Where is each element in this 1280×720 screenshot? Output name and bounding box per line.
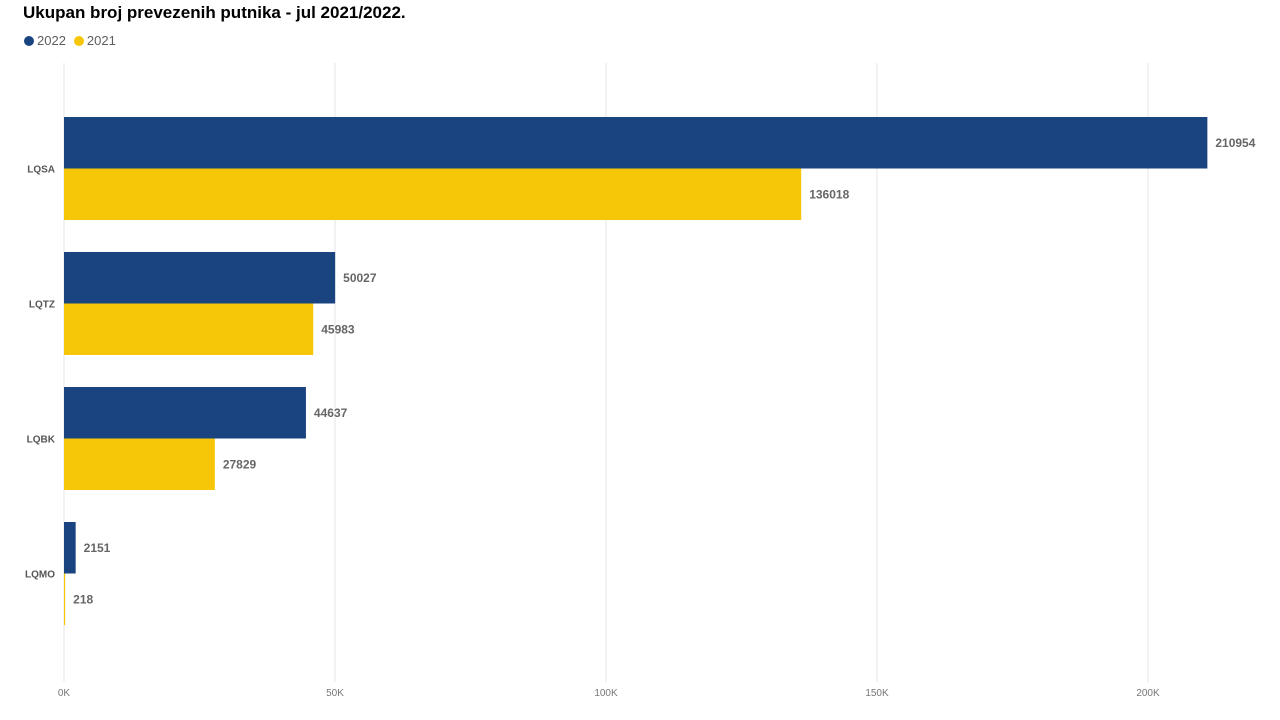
bar-2021-lqsa[interactable] <box>64 168 802 221</box>
category-label: LQSA <box>27 165 55 176</box>
legend: 2022 2021 <box>24 33 124 48</box>
bar-2022-lqtz[interactable] <box>64 252 336 304</box>
legend-marker-2021 <box>73 35 84 46</box>
legend-marker-2022 <box>24 35 34 46</box>
data-label: 136018 <box>809 187 849 201</box>
category-label: LQTZ <box>29 300 55 311</box>
bar-2021-lqtz[interactable] <box>64 303 314 356</box>
x-tick-label: 0K <box>58 688 71 699</box>
data-label: 44637 <box>314 406 348 420</box>
category-label: LQMO <box>25 570 55 581</box>
legend-label-2021: 2021 <box>86 33 116 48</box>
chart-title: Ukupan broj prevezenih putnika - jul 202… <box>23 3 406 22</box>
bar-2022-lqsa[interactable] <box>64 117 1208 169</box>
data-label: 45983 <box>321 322 355 336</box>
x-tick-label: 50K <box>326 688 344 699</box>
legend-item-2021[interactable]: 2021 <box>73 33 116 48</box>
bar-2021-lqbk[interactable] <box>64 438 215 491</box>
x-tick-label: 150K <box>865 688 889 699</box>
data-label: 27829 <box>223 457 257 471</box>
legend-label-2022: 2022 <box>37 33 66 48</box>
bar-2022-lqmo[interactable] <box>64 522 76 574</box>
bar-2021-lqmo[interactable] <box>64 573 66 626</box>
data-label: 50027 <box>343 271 377 285</box>
data-label: 2151 <box>84 541 111 555</box>
data-label: 210954 <box>1215 136 1255 150</box>
category-label: LQBK <box>27 435 56 446</box>
data-label: 218 <box>73 592 93 606</box>
legend-item-2022[interactable]: 2022 <box>24 33 66 48</box>
bar-2022-lqbk[interactable] <box>64 387 306 439</box>
x-tick-label: 200K <box>1136 688 1160 699</box>
x-tick-label: 100K <box>594 688 618 699</box>
